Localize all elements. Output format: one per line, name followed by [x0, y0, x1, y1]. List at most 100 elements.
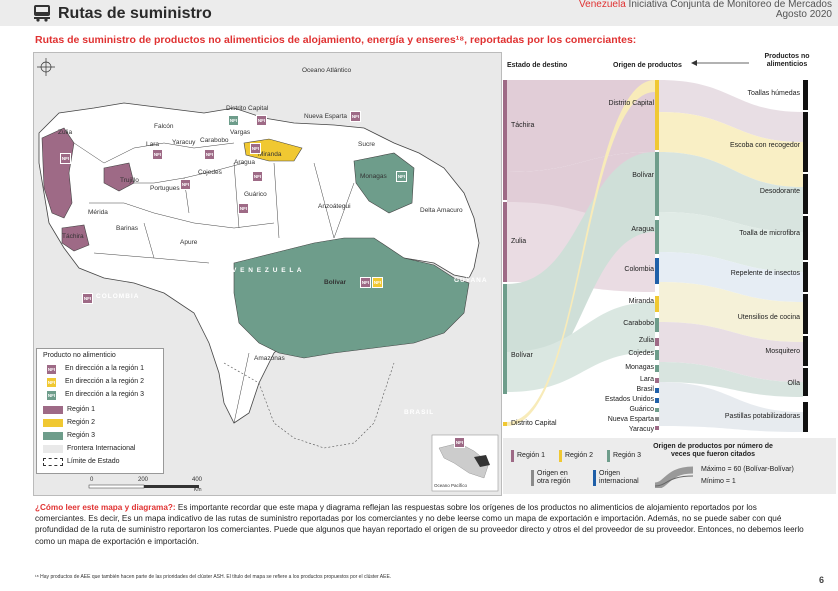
- origin-label: Miranda: [628, 298, 654, 305]
- legend-item: En dirección a la región 1: [65, 365, 144, 372]
- origin-bars: [655, 80, 659, 430]
- legend-intl: Origen internacional: [599, 470, 639, 485]
- product-label: Pastillas potabilizadoras: [724, 413, 800, 420]
- product-label: Mosquitero: [765, 348, 800, 355]
- destination-label: Táchira: [511, 122, 535, 129]
- nfi-icon: NFI: [152, 149, 163, 160]
- legend-item: Región 1: [67, 406, 96, 413]
- origin-label: Nueva Esparta: [607, 416, 654, 423]
- state-label: Amazonas: [254, 355, 285, 362]
- legend-item: Región 3: [67, 432, 96, 439]
- destination-bars: [503, 80, 507, 426]
- sankey-diagram: Estado de destino Origen de productos Pr…: [503, 52, 836, 434]
- state-label: Falcón: [154, 123, 174, 130]
- tachira-region: [61, 224, 90, 252]
- state-label: Apure: [180, 239, 198, 246]
- origin-label: Colombia: [624, 266, 654, 273]
- nfi-icon: NFI: [372, 277, 383, 288]
- origin-label: Brasil: [636, 386, 654, 393]
- product-label: Escoba con recogedor: [729, 142, 800, 149]
- trujillo-region: [103, 162, 135, 192]
- border-swatch: [43, 445, 63, 453]
- page-title: Rutas de suministro: [58, 5, 212, 22]
- truck-icon: [34, 5, 50, 22]
- state-label: Vargas: [230, 129, 251, 136]
- legend-count-title: Origen de productos por número de veces …: [653, 443, 773, 458]
- nfi-icon: NFI: [204, 149, 215, 160]
- zulia-region: [41, 127, 75, 219]
- state-label: Yaracuy: [172, 139, 196, 146]
- sankey-flows: [503, 80, 808, 432]
- region1-swatch: [43, 406, 63, 414]
- map-canvas: [34, 53, 501, 495]
- product-label: Desodorante: [759, 188, 800, 195]
- guyana-label: GUYANA: [454, 277, 488, 284]
- origin-label: Guárico: [629, 406, 654, 413]
- origin-label: Estados Unidos: [604, 396, 654, 403]
- how-to-read-question: ¿Cómo leer este mapa y diagrama?:: [35, 503, 176, 512]
- state-label: Delta Amacuro: [420, 207, 463, 214]
- nfi-icon: NFI: [350, 111, 361, 122]
- origin-label: Cojedes: [628, 350, 654, 357]
- nfi-icon: NFI: [396, 171, 407, 182]
- product-bars: [803, 80, 808, 432]
- legend-other: Origen en otra región: [537, 470, 571, 485]
- region2-marker: [559, 450, 562, 462]
- origin-label: Distrito Capital: [608, 100, 654, 107]
- region2-swatch: [43, 419, 63, 427]
- nfi-icon: NFI: [454, 437, 465, 448]
- report-date: Agosto 2020: [775, 9, 832, 20]
- origin-label: Aragua: [631, 226, 654, 233]
- state-label: Carabobo: [200, 137, 229, 144]
- legend-min: Mínimo = 1: [701, 478, 736, 485]
- state-label: Zulia: [58, 129, 73, 136]
- state-label: Anzoátegui: [318, 203, 351, 210]
- ocean-label: Oceano Atlántico: [302, 67, 352, 74]
- state-label: Distrito Capital: [226, 105, 269, 112]
- how-to-read-paragraph: ¿Cómo leer este mapa y diagrama?: Es imp…: [35, 502, 810, 547]
- origin-label: Lara: [639, 376, 654, 383]
- state-label: Bolívar: [324, 279, 347, 286]
- map-legend: Producto no alimenticio NFI En dirección…: [36, 348, 164, 474]
- initiative-label: Venezuela Iniciativa Conjunta de Monitor…: [579, 0, 832, 20]
- monagas-region: [353, 152, 415, 214]
- map-subtitle: Rutas de suministro de productos no alim…: [35, 34, 637, 46]
- state-label: Guárico: [244, 191, 267, 198]
- origin-label: Zulia: [638, 337, 654, 344]
- col-destination: Estado de destino: [507, 62, 568, 69]
- state-label: Miranda: [258, 151, 282, 158]
- state-label: Aragua: [234, 159, 255, 166]
- country-name: Venezuela: [579, 0, 626, 10]
- state-label: Barinas: [116, 225, 139, 232]
- nfi-icon: NFI: [82, 293, 93, 304]
- nfi-icon: NFI: [46, 390, 57, 401]
- arrow-left-icon: [691, 60, 749, 66]
- state-label: Trujillo: [120, 177, 139, 184]
- origin-label: Monagas: [625, 364, 654, 371]
- legend-max: Máximo = 60 (Bolívar-Bolívar): [701, 466, 794, 473]
- venezuela-map: Oceano Atlántico V E N E Z U E L A COLOM…: [33, 52, 502, 496]
- state-label: Portuguesa: [150, 185, 184, 192]
- destination-label: Distrito Capital: [511, 420, 557, 427]
- legend-region1: Región 1: [517, 452, 546, 459]
- nfi-icon: NFI: [238, 203, 249, 214]
- state-label: Monagas: [360, 173, 387, 180]
- origin-label: Carabobo: [623, 320, 654, 327]
- flow-width-icon: [654, 466, 694, 488]
- product-label: Utensilios de cocina: [737, 314, 800, 321]
- legend-title: Producto no alimenticio: [43, 352, 116, 359]
- state-label: Mérida: [88, 209, 108, 216]
- nfi-icon: NFI: [228, 115, 239, 126]
- state-limit-swatch: [43, 458, 63, 466]
- state-label: Táchira: [62, 233, 84, 240]
- legend-item: Región 2: [67, 419, 96, 426]
- colombia-label: COLOMBIA: [96, 293, 140, 300]
- state-label: Lara: [146, 141, 160, 148]
- page-number: 6: [818, 575, 824, 585]
- legend-item: Frontera Internacional: [67, 445, 136, 452]
- nfi-icon: NFI: [360, 277, 371, 288]
- product-label: Toalla de microfibra: [739, 230, 800, 237]
- initiative-name: Iniciativa Conjunta de Monitoreo de Merc…: [625, 0, 832, 10]
- col-origin: Origen de productos: [613, 62, 682, 69]
- product-label: Repelente de insectos: [730, 270, 800, 277]
